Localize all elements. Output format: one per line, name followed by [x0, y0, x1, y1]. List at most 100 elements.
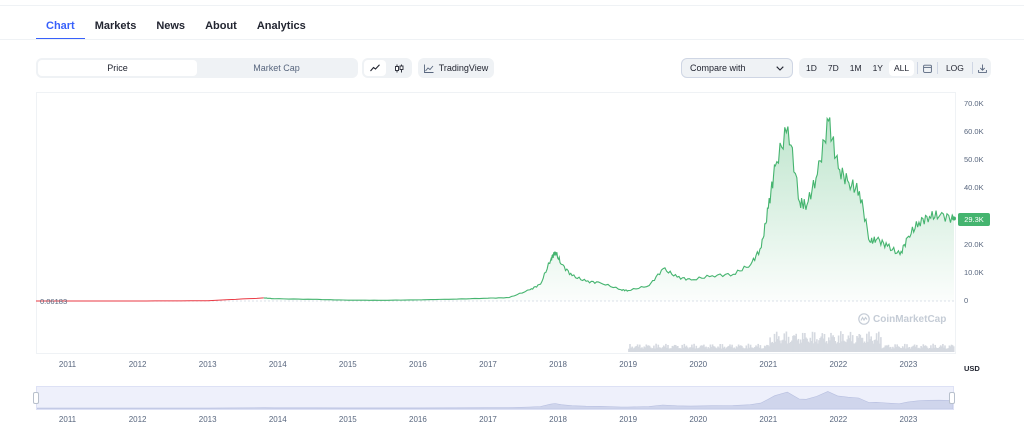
volume-bar [924, 345, 927, 352]
range-1y-button[interactable]: 1Y [872, 63, 883, 73]
volume-bar [871, 340, 874, 352]
y-tick-label: 60.0K [964, 127, 984, 137]
volume-bar [715, 347, 717, 352]
volume-bar [884, 345, 887, 352]
log-scale-button[interactable]: LOG [945, 63, 964, 73]
volume-bar [829, 340, 831, 352]
volume-bar [772, 343, 775, 352]
volume-bar [631, 346, 633, 352]
x-tick-label: 2016 [409, 360, 427, 369]
volume-bar [851, 335, 854, 352]
volume-bar [714, 346, 716, 352]
volume-bar [632, 348, 635, 352]
volume-bar [800, 342, 803, 352]
volume-bar [783, 333, 786, 352]
volume-bar [804, 333, 806, 352]
calendar-button[interactable] [921, 60, 934, 76]
candlestick-chart-button[interactable] [388, 60, 410, 76]
volume-bar [823, 334, 826, 352]
volume-bar [790, 341, 792, 352]
volume-bar [897, 346, 900, 352]
volume-bar [646, 345, 649, 352]
download-button[interactable] [976, 60, 989, 76]
range-7d-button[interactable]: 7D [827, 63, 839, 73]
volume-bar [654, 348, 656, 352]
volume-bar [868, 331, 870, 352]
volume-bar [711, 344, 714, 352]
compare-with-dropdown[interactable]: Compare with [681, 58, 793, 78]
y-tick-label: 40.0K [964, 183, 984, 193]
volume-bar [935, 347, 938, 352]
volume-bar [906, 344, 908, 352]
x-tick-label: 2021 [759, 360, 778, 369]
tab-analytics[interactable]: Analytics [256, 20, 306, 32]
volume-bar [831, 336, 833, 352]
volume-bar [674, 345, 677, 352]
volume-bar [795, 333, 797, 352]
volume-bar [921, 347, 923, 352]
volume-bar [833, 337, 835, 352]
volume-bar [635, 346, 638, 352]
volume-bar [879, 343, 881, 352]
volume-bar [657, 344, 660, 352]
volume-bar [628, 348, 630, 352]
volume-bar [679, 348, 681, 352]
range-1m-button[interactable]: 1M [849, 63, 862, 73]
marketcap-toggle-button[interactable]: Market Cap [253, 63, 300, 73]
volume-bar [693, 343, 695, 352]
volume-bar [791, 340, 793, 352]
volume-bar [799, 339, 802, 352]
volume-bar [887, 344, 890, 352]
volume-bar [908, 347, 910, 352]
volume-bar [821, 333, 824, 352]
volume-bar [744, 348, 746, 352]
tradingview-label: TradingView [438, 63, 489, 73]
volume-bar [822, 338, 825, 352]
tradingview-button[interactable]: TradingView [418, 58, 494, 78]
volume-bar [900, 348, 903, 352]
x-tick-label: 2019 [619, 360, 638, 369]
volume-bar [629, 344, 631, 352]
tab-about[interactable]: About [205, 20, 237, 32]
volume-bar [919, 348, 921, 352]
volume-bar [855, 342, 857, 352]
volume-bar [644, 347, 646, 352]
volume-bar [660, 348, 663, 352]
volume-bar [808, 342, 811, 352]
volume-bar [707, 347, 709, 352]
range-all-button[interactable]: ALL [888, 60, 915, 76]
price-toggle-button[interactable]: Price [38, 60, 197, 76]
navigator-left-handle[interactable] [33, 392, 39, 404]
volume-bar [923, 345, 926, 352]
volume-bar [687, 348, 690, 352]
volume-bar [834, 341, 837, 352]
volume-bar [765, 346, 767, 352]
volume-bar [735, 346, 738, 352]
range-1d-button[interactable]: 1D [806, 63, 817, 73]
navigator-tick-label: 2015 [338, 415, 357, 424]
volume-bar [841, 341, 843, 352]
volume-bar [934, 344, 936, 352]
navigator-tick-label: 2016 [409, 415, 427, 424]
volume-bar [873, 340, 876, 352]
tab-news[interactable]: News [156, 20, 186, 32]
volume-bar [905, 348, 907, 352]
volume-bar [690, 347, 692, 352]
tab-markets[interactable]: Markets [94, 20, 137, 32]
range-navigator[interactable] [36, 386, 954, 410]
price-chart[interactable] [36, 92, 956, 354]
x-tick-label: 2022 [829, 360, 848, 369]
tab-chart[interactable]: Chart [36, 14, 85, 40]
volume-bar [681, 344, 683, 352]
navigator-tick-label: 2021 [759, 415, 778, 424]
volume-bar [691, 344, 693, 352]
volume-bar [677, 346, 679, 352]
line-chart-icon [370, 64, 380, 72]
line-chart-button[interactable] [364, 60, 386, 76]
volume-bar [725, 347, 728, 352]
volume-bar [649, 347, 652, 352]
volume-bar [803, 339, 805, 352]
volume-bar [819, 338, 821, 352]
navigator-right-handle[interactable] [949, 392, 955, 404]
volume-bar [704, 347, 706, 352]
